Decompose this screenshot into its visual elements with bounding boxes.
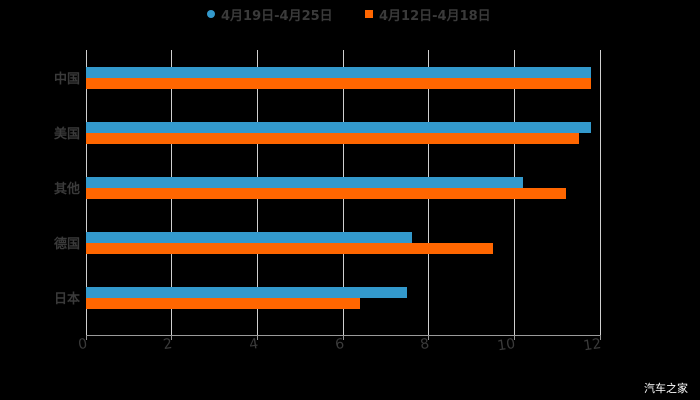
x-tick-label: 8 xyxy=(419,336,431,354)
x-tick xyxy=(86,335,87,340)
category-label: 美国 xyxy=(53,127,80,142)
x-tick xyxy=(257,335,258,340)
bar-series2[interactable] xyxy=(86,133,579,144)
category-label: 中国 xyxy=(53,72,80,87)
x-tick xyxy=(600,335,601,340)
circle-marker-icon xyxy=(207,10,215,18)
bar-series1[interactable] xyxy=(86,177,523,188)
category-label: 德国 xyxy=(53,237,80,252)
x-tick-label: 6 xyxy=(334,336,346,354)
bar-series1[interactable] xyxy=(86,67,592,78)
bar-series2[interactable] xyxy=(86,78,592,89)
watermark: 汽车之家 xyxy=(644,382,688,395)
legend-label: 4月12日-4月18日 xyxy=(379,8,491,24)
bar-series2[interactable] xyxy=(86,243,493,254)
category-label: 日本 xyxy=(53,292,80,307)
x-tick xyxy=(428,335,429,340)
legend-item-series2[interactable]: 4月12日-4月18日 xyxy=(365,4,491,24)
x-tick-label: 4 xyxy=(248,336,260,354)
bar-series1[interactable] xyxy=(86,287,408,298)
bar-series1[interactable] xyxy=(86,122,592,133)
chart-legend: 4月19日-4月25日 4月12日-4月18日 xyxy=(0,4,700,24)
square-marker-icon xyxy=(365,10,373,18)
legend-label: 4月19日-4月25日 xyxy=(221,8,333,24)
gridline xyxy=(600,50,601,335)
bar-series2[interactable] xyxy=(86,188,566,199)
legend-item-series1[interactable]: 4月19日-4月25日 xyxy=(207,4,333,24)
x-tick xyxy=(343,335,344,340)
x-tick xyxy=(171,335,172,340)
x-tick xyxy=(514,335,515,340)
bar-series2[interactable] xyxy=(86,298,361,309)
bar-series1[interactable] xyxy=(86,232,412,243)
x-tick-label: 10 xyxy=(496,336,517,355)
x-tick-label: 2 xyxy=(162,336,174,354)
category-label: 其他 xyxy=(53,182,80,197)
x-tick-label: 12 xyxy=(582,336,603,355)
x-tick-label: 0 xyxy=(77,336,89,354)
